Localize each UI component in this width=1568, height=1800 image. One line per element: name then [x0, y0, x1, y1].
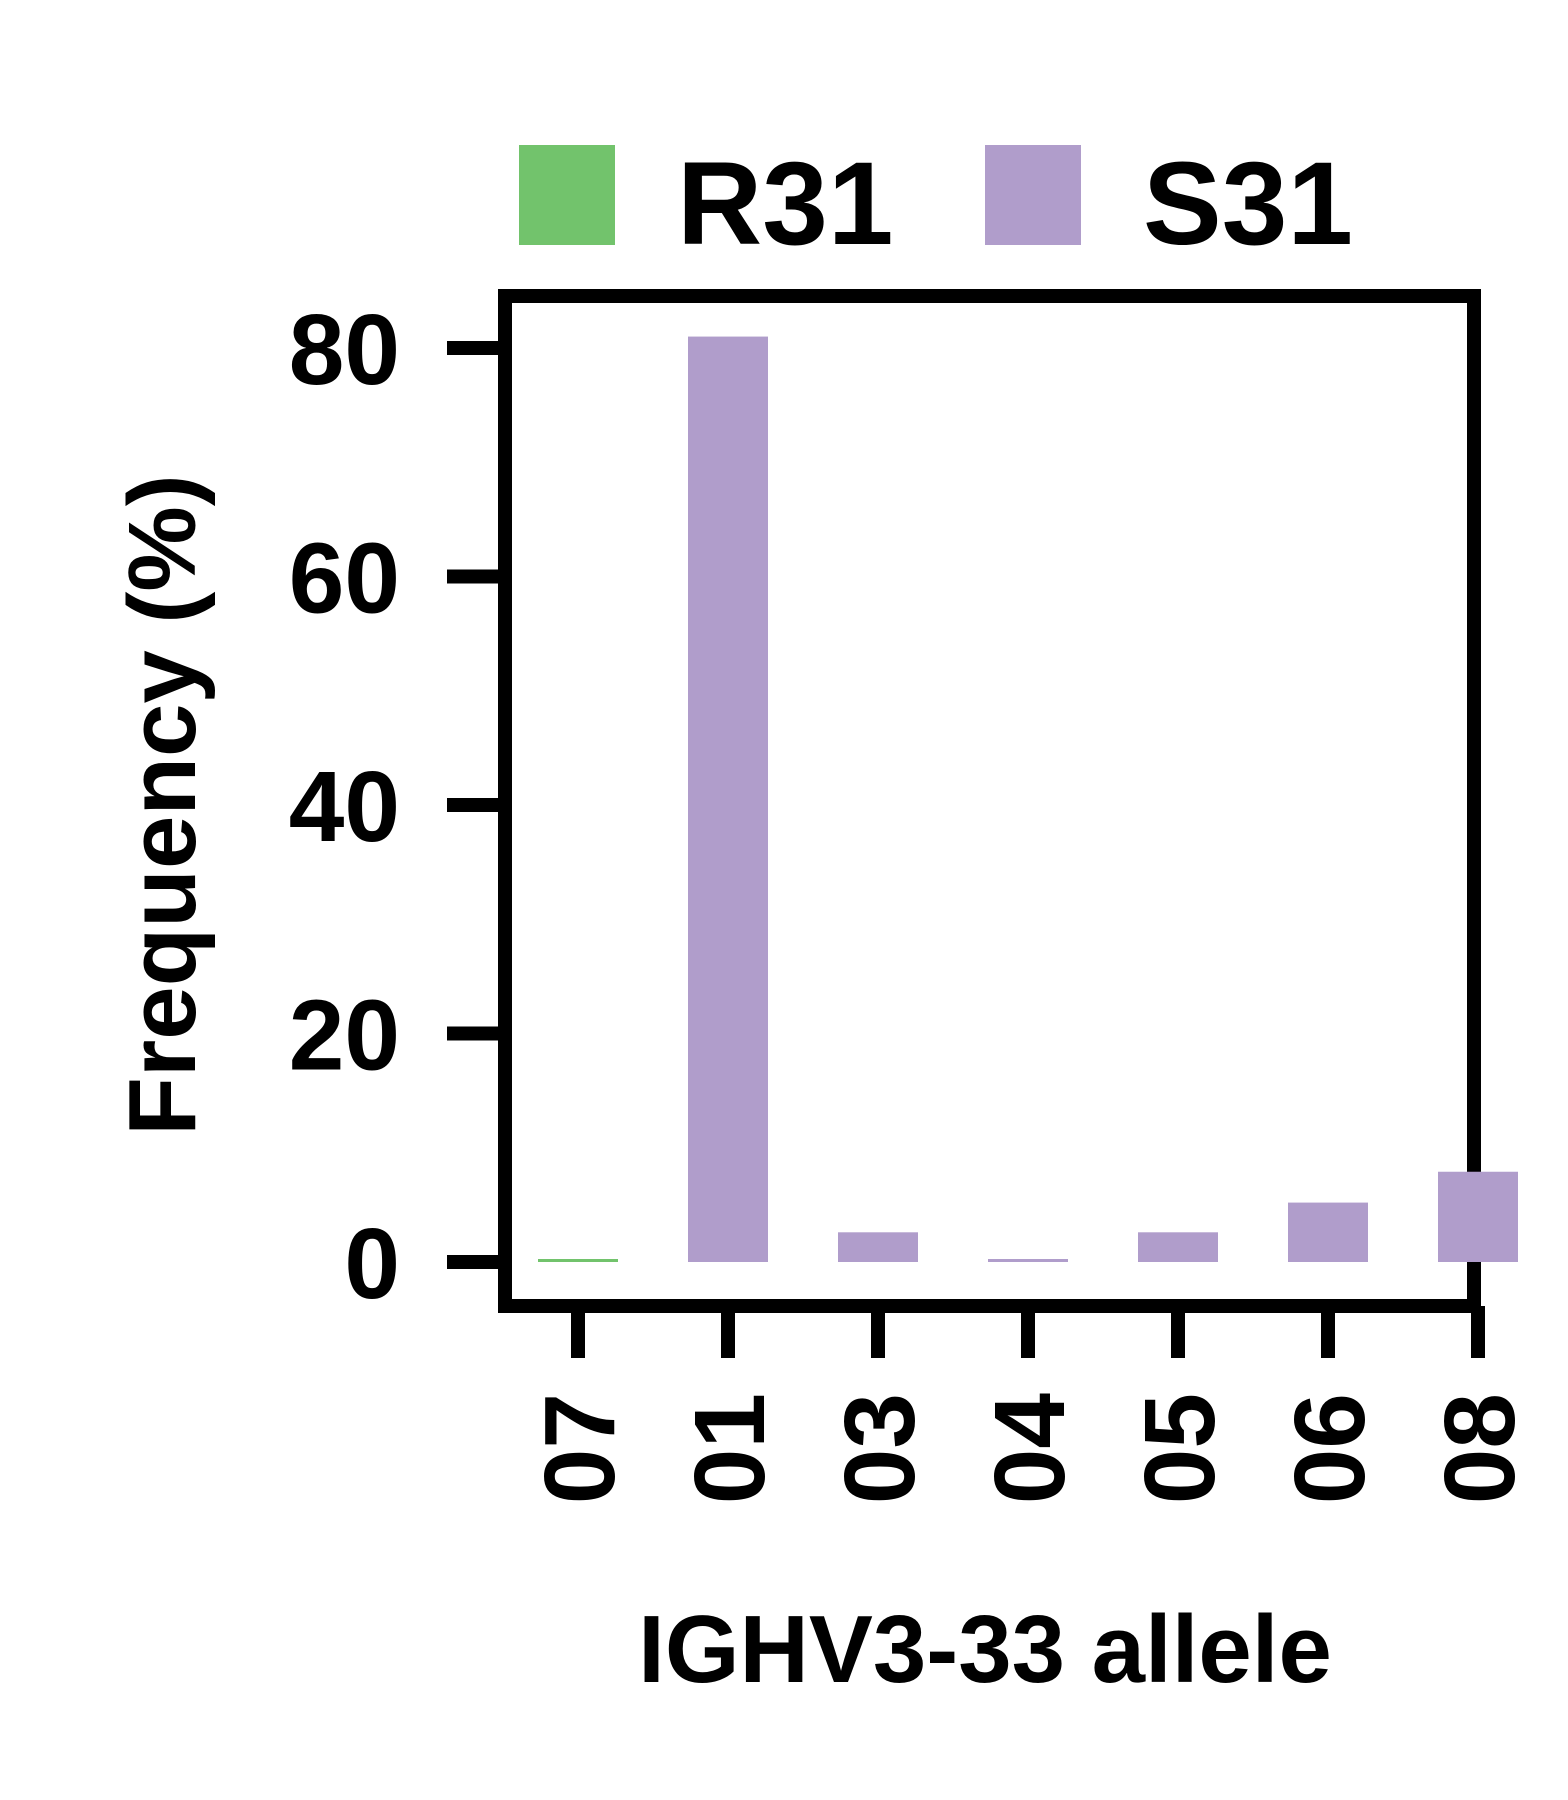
- x-tick-label: 03: [824, 1393, 936, 1504]
- y-tick-label: 80: [289, 294, 400, 406]
- bar-r31-07: [538, 1259, 618, 1262]
- legend-label-r31: R31: [677, 138, 893, 270]
- x-tick-label: 07: [524, 1393, 636, 1504]
- bar-s31-08: [1438, 1171, 1518, 1262]
- y-axis-title: Frequency (%): [109, 474, 216, 1135]
- bar-s31-03: [838, 1232, 918, 1262]
- x-tick-label: 01: [674, 1393, 786, 1504]
- y-tick-label: 60: [289, 523, 400, 635]
- legend: R31 S31: [519, 138, 1353, 270]
- x-tick-label: 05: [1124, 1393, 1236, 1504]
- bars: [538, 336, 1518, 1262]
- x-axis-title: IGHV3-33 allele: [638, 1596, 1332, 1703]
- y-tick-label: 40: [289, 751, 400, 863]
- x-tick-label: 06: [1274, 1393, 1386, 1504]
- y-tick-label: 0: [344, 1208, 400, 1320]
- x-axis: 07 01 03 04 05 06 08: [524, 1306, 1536, 1504]
- legend-swatch-r31: [519, 145, 615, 245]
- bar-s31-06: [1288, 1202, 1368, 1262]
- x-tick-label: 04: [974, 1393, 1086, 1505]
- x-tick-label: 08: [1424, 1393, 1536, 1504]
- bar-s31-05: [1138, 1232, 1218, 1262]
- bar-s31-04: [988, 1259, 1068, 1262]
- y-axis: 0 20 40 60 80: [289, 294, 505, 1320]
- bar-s31-01: [688, 336, 768, 1262]
- legend-label-s31: S31: [1143, 138, 1353, 270]
- y-tick-label: 20: [289, 980, 400, 1092]
- legend-swatch-s31: [985, 145, 1081, 245]
- plot-frame: [498, 289, 1481, 1313]
